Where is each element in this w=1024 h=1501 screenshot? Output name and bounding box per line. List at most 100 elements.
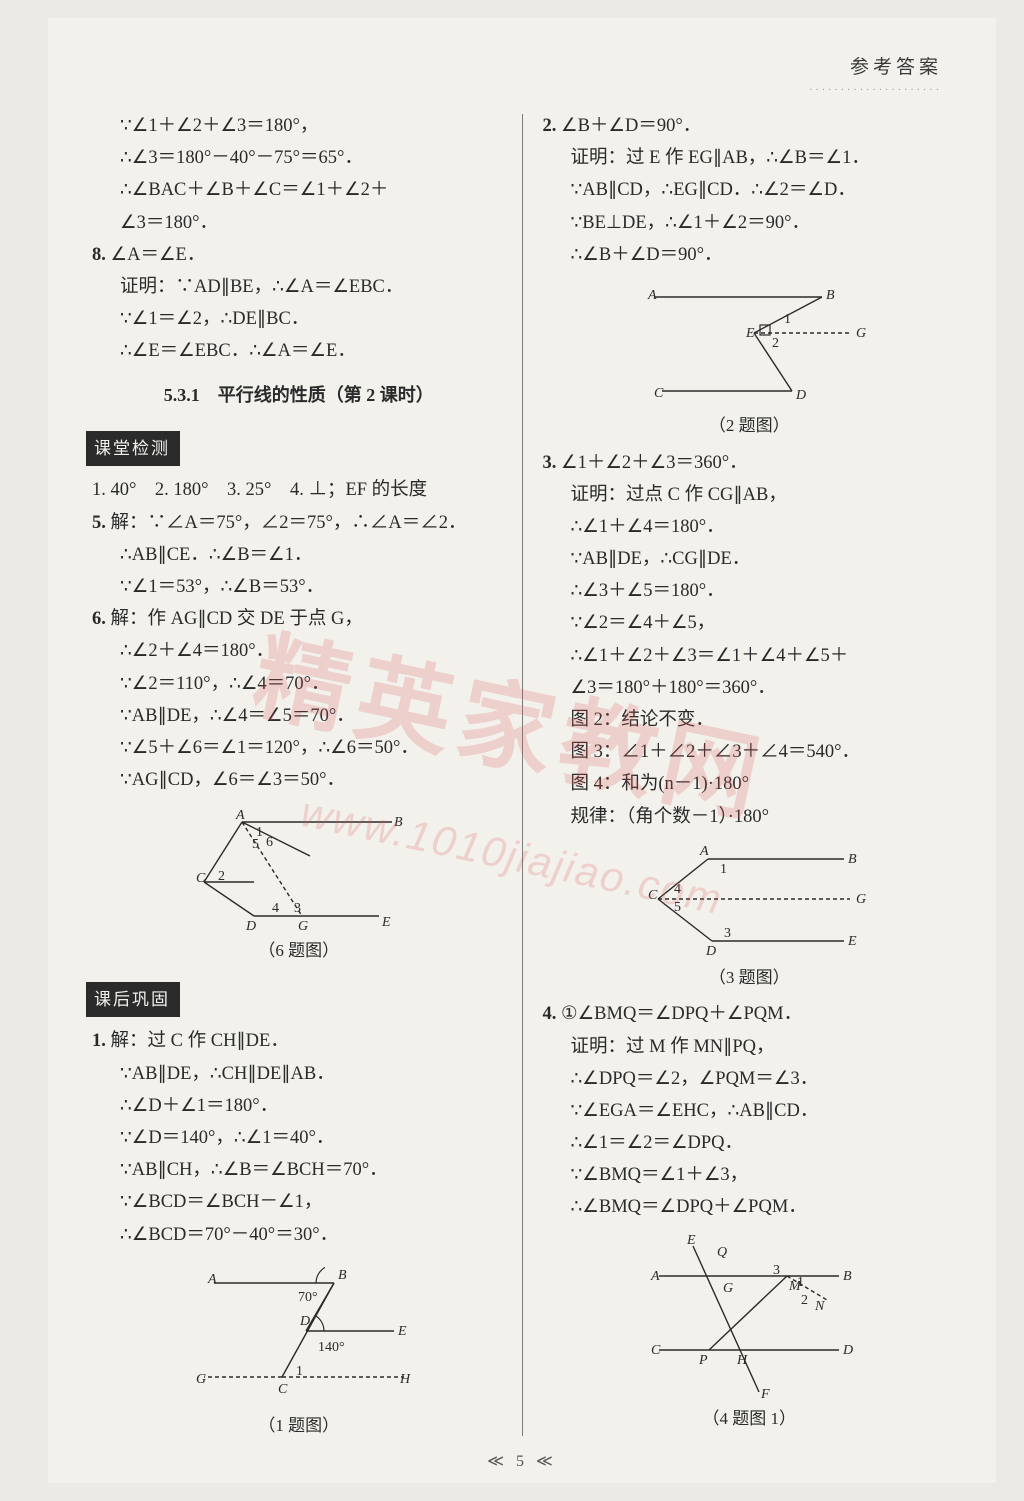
line: 图 4：和为(n－1)·180° bbox=[543, 768, 957, 800]
txt: ∠A＝∠E． bbox=[111, 245, 206, 265]
svg-text:C: C bbox=[196, 871, 206, 886]
badge-homework: 课后巩固 bbox=[86, 982, 180, 1018]
line: ∵∠BCD＝∠BCH－∠1， bbox=[92, 1186, 506, 1218]
svg-text:H: H bbox=[736, 1353, 748, 1368]
badge-classroom: 课堂检测 bbox=[86, 431, 180, 467]
svg-text:G: G bbox=[196, 1372, 206, 1387]
txt: 解：过 C 作 CH∥DE． bbox=[111, 1031, 289, 1051]
svg-text:C: C bbox=[278, 1382, 288, 1397]
txt: 解：∵∠A＝75°，∠2＝75°，∴∠A＝∠2． bbox=[111, 513, 467, 533]
svg-text:B: B bbox=[843, 1269, 852, 1284]
line: ∴∠1＋∠4＝180°． bbox=[543, 511, 957, 543]
svg-text:B: B bbox=[394, 815, 403, 830]
line: ∵∠2＝110°，∴∠4＝70°． bbox=[92, 668, 506, 700]
line: 图 2：结论不变． bbox=[543, 704, 957, 736]
line: ∴∠1＝∠2＝∠DPQ． bbox=[543, 1127, 957, 1159]
line: ∵∠1＝∠2，∴DE∥BC． bbox=[92, 303, 506, 335]
line: ∴∠BAC＋∠B＋∠C＝∠1＋∠2＋ bbox=[92, 174, 506, 206]
section-title: 5.3.1 平行线的性质（第 2 课时） bbox=[92, 380, 506, 411]
qnum: 4. bbox=[543, 1004, 557, 1024]
line: ∴∠D＋∠1＝180°． bbox=[92, 1090, 506, 1122]
qnum: 3. bbox=[543, 453, 557, 473]
qnum: 1. bbox=[92, 1031, 106, 1051]
txt: 解：作 AG∥CD 交 DE 于点 G， bbox=[111, 609, 363, 629]
right-column: 2. ∠B＋∠D＝90°． 证明：过 E 作 EG∥AB，∴∠B＝∠1． ∵AB… bbox=[529, 110, 961, 1440]
svg-text:2: 2 bbox=[801, 1293, 808, 1308]
line: ∵∠5＋∠6＝∠1＝120°，∴∠6＝50°． bbox=[92, 732, 506, 764]
svg-text:G: G bbox=[298, 919, 308, 934]
line: ∵AB∥DE，∴CH∥DE∥AB． bbox=[92, 1058, 506, 1090]
svg-text:P: P bbox=[698, 1353, 708, 1368]
svg-text:D: D bbox=[299, 1314, 310, 1329]
svg-text:H: H bbox=[399, 1372, 411, 1387]
svg-text:D: D bbox=[245, 919, 256, 934]
line: ∵AG∥CD，∠6＝∠3＝50°． bbox=[92, 764, 506, 796]
svg-text:E: E bbox=[397, 1324, 407, 1339]
svg-text:G: G bbox=[723, 1281, 733, 1296]
svg-text:B: B bbox=[848, 852, 857, 867]
figure-6-caption: （6 题图） bbox=[92, 936, 506, 966]
svg-text:1: 1 bbox=[784, 312, 791, 327]
figure-6: ABCDEG156243 bbox=[194, 804, 404, 934]
figure-3-caption: （3 题图） bbox=[543, 963, 957, 993]
svg-text:Q: Q bbox=[717, 1245, 727, 1260]
line: 证明：∵AD∥BE，∴∠A＝∠EBC． bbox=[92, 271, 506, 303]
txt: ①∠BMQ＝∠DPQ＋∠PQM． bbox=[561, 1004, 802, 1024]
line: 证明：过点 C 作 CG∥AB， bbox=[543, 479, 957, 511]
svg-text:2: 2 bbox=[772, 336, 779, 351]
line: 6. 解：作 AG∥CD 交 DE 于点 G， bbox=[92, 603, 506, 635]
line: 规律：（角个数－1）·180° bbox=[543, 801, 957, 833]
line: 3. ∠1＋∠2＋∠3＝360°． bbox=[543, 447, 957, 479]
line: ∴∠B＋∠D＝90°． bbox=[543, 239, 957, 271]
svg-text:E: E bbox=[847, 934, 857, 949]
page-footer: ≪ 5 ≪ bbox=[48, 1451, 996, 1471]
line: ∴∠BMQ＝∠DPQ＋∠PQM． bbox=[543, 1191, 957, 1223]
line: ∴∠BCD＝70°－40°＝30°． bbox=[92, 1219, 506, 1251]
line: ∵∠2＝∠4＋∠5， bbox=[543, 607, 957, 639]
svg-text:C: C bbox=[651, 1343, 661, 1358]
line: 5. 解：∵∠A＝75°，∠2＝75°，∴∠A＝∠2． bbox=[92, 507, 506, 539]
qnum: 2. bbox=[543, 116, 557, 136]
line: ∵∠1＋∠2＋∠3＝180°， bbox=[92, 110, 506, 142]
line: 4. ①∠BMQ＝∠DPQ＋∠PQM． bbox=[543, 998, 957, 1030]
column-separator bbox=[522, 114, 523, 1436]
svg-text:A: A bbox=[650, 1269, 660, 1284]
figure-1: AB70°DE140°GCH1 bbox=[184, 1259, 414, 1409]
line: ∵AB∥CD，∴EG∥CD．∴∠2＝∠D． bbox=[543, 174, 957, 206]
svg-text:N: N bbox=[814, 1299, 825, 1314]
left-column: ∵∠1＋∠2＋∠3＝180°， ∴∠3＝180°－40°－75°＝65°． ∴∠… bbox=[88, 110, 516, 1440]
svg-text:5: 5 bbox=[252, 837, 259, 852]
svg-text:D: D bbox=[842, 1343, 853, 1358]
line: ∵AB∥DE，∴CG∥DE． bbox=[543, 543, 957, 575]
txt: ∠B＋∠D＝90°． bbox=[561, 116, 701, 136]
svg-text:E: E bbox=[745, 326, 755, 341]
line: ∵∠BMQ＝∠1＋∠3， bbox=[543, 1159, 957, 1191]
line: ∵∠D＝140°，∴∠1＝40°． bbox=[92, 1122, 506, 1154]
line: ∴∠2＋∠4＝180°． bbox=[92, 635, 506, 667]
svg-text:3: 3 bbox=[724, 926, 731, 941]
header-underline: ····················· bbox=[88, 85, 960, 96]
line: 证明：过 M 作 MN∥PQ， bbox=[543, 1031, 957, 1063]
line: 图 3：∠1＋∠2＋∠3＋∠4＝540°． bbox=[543, 736, 957, 768]
svg-text:1: 1 bbox=[720, 862, 727, 877]
line: ∴AB∥CE．∴∠B＝∠1． bbox=[92, 539, 506, 571]
svg-text:E: E bbox=[381, 915, 391, 930]
svg-text:1: 1 bbox=[296, 1364, 303, 1379]
svg-text:A: A bbox=[207, 1272, 217, 1287]
line: 1. 解：过 C 作 CH∥DE． bbox=[92, 1025, 506, 1057]
svg-text:G: G bbox=[856, 892, 866, 907]
line: 8. ∠A＝∠E． bbox=[92, 239, 506, 271]
svg-text:3: 3 bbox=[294, 901, 301, 916]
line: ∴∠1＋∠2＋∠3＝∠1＋∠4＋∠5＋ bbox=[543, 640, 957, 672]
svg-text:2: 2 bbox=[218, 869, 225, 884]
figure-2: ABEG12CD bbox=[634, 279, 864, 409]
svg-text:D: D bbox=[705, 944, 716, 959]
svg-text:4: 4 bbox=[272, 901, 279, 916]
svg-text:3: 3 bbox=[773, 1263, 780, 1278]
line: ∵AB∥CH，∴∠B＝∠BCH＝70°． bbox=[92, 1154, 506, 1186]
svg-text:E: E bbox=[686, 1233, 696, 1248]
line: ∵∠EGA＝∠EHC，∴AB∥CD． bbox=[543, 1095, 957, 1127]
svg-text:70°: 70° bbox=[298, 1290, 318, 1305]
figure-4-caption: （4 题图 1） bbox=[543, 1404, 957, 1434]
svg-text:A: A bbox=[699, 844, 709, 859]
